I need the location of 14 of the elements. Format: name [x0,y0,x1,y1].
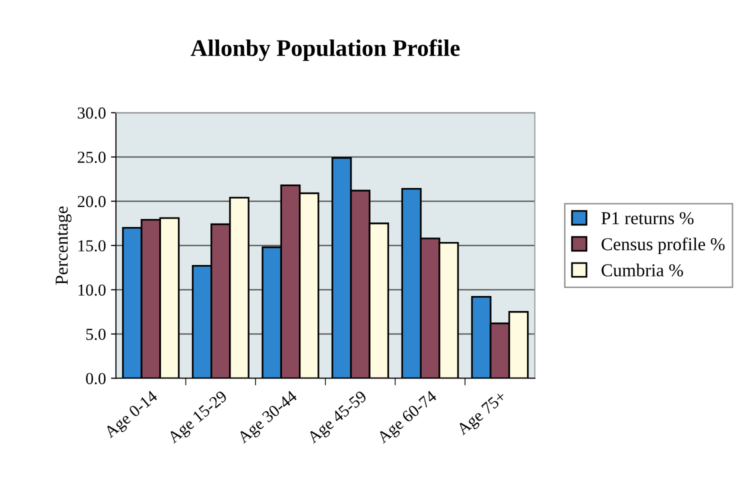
chart-title: Allonby Population Profile [190,39,460,61]
y-tick-label: 25.0 [78,152,106,163]
y-tick-label: 5.0 [86,328,106,340]
legend-label: P1 returns % [601,212,694,224]
y-axis-title: Percentage [56,206,72,285]
legend-label: Census profile % [602,237,725,254]
y-tick-label: 20.0 [78,196,106,208]
y-tick-label: 0.0 [86,372,106,384]
y-tick-label: 30.0 [78,107,106,119]
y-tick-label: 10.0 [78,284,106,296]
legend-label: Cumbria % [602,264,684,276]
y-tick-label: 15.0 [78,240,106,252]
x-tick-label: Age 75+ [456,390,510,438]
x-tick-label: Age 0-14 [103,390,160,442]
